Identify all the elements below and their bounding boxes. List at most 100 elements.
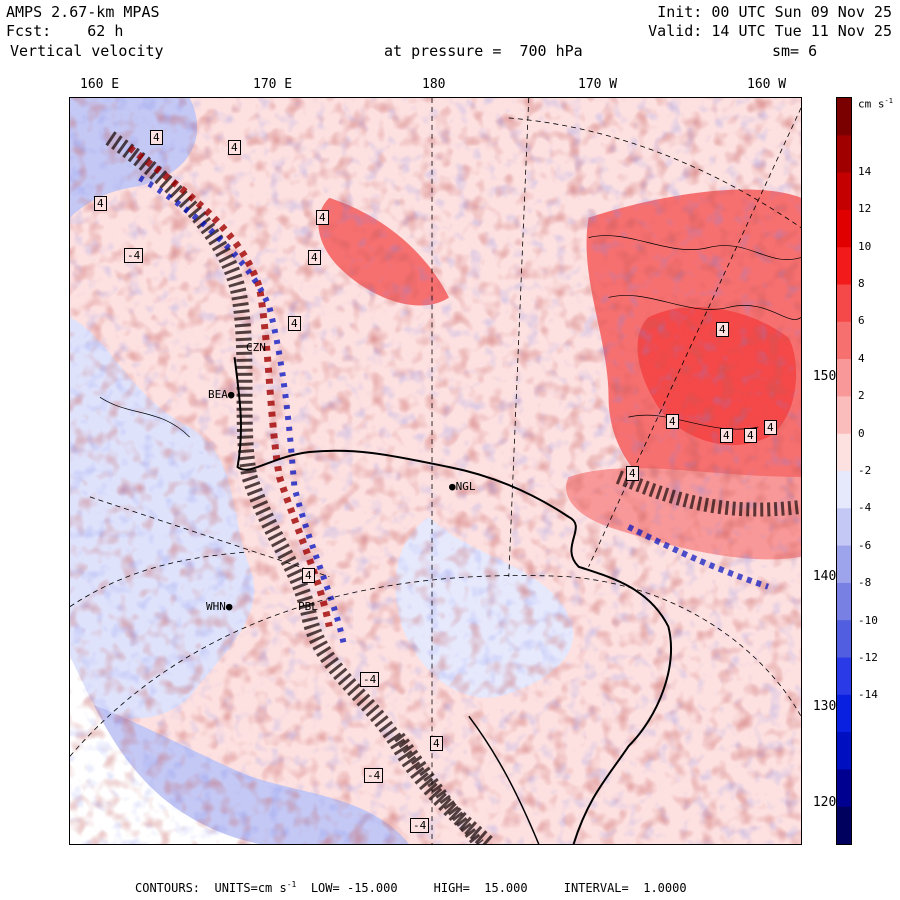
colorbar-swatch — [837, 732, 851, 770]
contour-value-label: 4 — [302, 568, 315, 583]
colorbar-tick-label: -12 — [858, 651, 878, 664]
contour-value-label: 4 — [288, 316, 301, 331]
wave-band-south — [394, 732, 484, 844]
colorbar-swatch — [837, 620, 851, 658]
contour-value-label: 4 — [666, 414, 679, 429]
colorbar-swatch — [837, 769, 851, 808]
contour-value-label: 4 — [308, 250, 321, 265]
contour-info-footer: CONTOURS: UNITS=cm s-1 LOW= -15.000 HIGH… — [135, 880, 687, 895]
parallel-3 — [70, 551, 250, 607]
pressure-level: at pressure = 700 hPa — [384, 43, 583, 60]
colorbar-tick-label: 0 — [858, 426, 865, 440]
footer-units: UNITS=cm s — [214, 881, 287, 895]
contour-value-label: 4 — [316, 210, 329, 225]
colorbar-tick-label: -6 — [858, 538, 872, 552]
lon-label-160w: 160 W — [747, 77, 787, 92]
station-ngl: ●NGL — [449, 480, 476, 493]
contour-4 — [99, 396, 190, 438]
colorbar-swatch — [837, 172, 851, 211]
colorbar-tick-label: -2 — [858, 464, 872, 477]
colorbar-unit: cm s-1 — [858, 97, 893, 111]
wave-band-blue — [138, 175, 348, 648]
colorbar-swatch — [837, 321, 851, 360]
footer-interval-label: INTERVAL= — [563, 881, 629, 895]
meridian-170e — [89, 496, 330, 578]
contour-value-label: 4 — [764, 420, 777, 435]
contour-value-label: -4 — [124, 248, 144, 263]
colorbar-tick-label: 4 — [858, 351, 865, 365]
colorbar-tick-label: 8 — [858, 277, 865, 290]
contour-value-label: 4 — [716, 322, 729, 337]
contour-value-label: 4 — [94, 196, 107, 211]
field-name: Vertical velocity — [10, 42, 164, 60]
mottle-blue — [70, 98, 801, 844]
colorbar-tick-label: 6 — [858, 314, 865, 328]
contour-value-label: -4 — [410, 818, 430, 833]
footer-high-value: 15.000 — [484, 881, 528, 895]
colorbar-swatch — [837, 135, 851, 174]
colorbar-swatch — [837, 359, 851, 397]
forecast-hours: 62 h — [87, 22, 124, 40]
lon-label-170e: 170 E — [253, 77, 293, 92]
meridian-170w — [508, 98, 530, 577]
station-whn-label: WHN — [206, 600, 226, 613]
wave-band-red — [127, 145, 333, 628]
footer-interval-value: 1.0000 — [643, 881, 687, 895]
valid-time: Valid: 14 UTC Tue 11 Nov 25 — [648, 22, 892, 40]
station-whn: WHN● — [206, 600, 233, 613]
colorbar-tick-label: 12 — [858, 202, 872, 216]
colorbar-swatch — [837, 98, 851, 136]
station-czn-label: CZN — [246, 341, 266, 354]
coastline-south — [468, 715, 540, 844]
colorbar-tick-label: 10 — [858, 239, 872, 253]
model-title: AMPS 2.67-km MPAS — [6, 3, 160, 21]
contour-2 — [608, 295, 801, 320]
contour-value-label: -4 — [364, 768, 384, 783]
colorbar-unit-text: cm s — [858, 97, 885, 111]
init-time: Init: 00 UTC Sun 09 Nov 25 — [657, 3, 892, 21]
colorbar-tick-label: 14 — [858, 164, 872, 178]
footer-low-value: -15.000 — [346, 881, 398, 895]
contour-value-label: 4 — [744, 428, 757, 443]
colorbar-tick-label: -8 — [858, 576, 872, 590]
station-ngl-label: NGL — [455, 480, 476, 493]
vertical-velocity-map — [69, 97, 802, 845]
footer-contours: CONTOURS: — [135, 881, 201, 895]
footer-high-label: HIGH= — [433, 881, 470, 895]
colorbar-tick-label: -10 — [858, 613, 878, 627]
lon-label-180: 180 — [422, 77, 446, 92]
colorbar-swatch — [837, 545, 851, 584]
contour-value-label: -4 — [360, 672, 380, 687]
coastline-ross-ice-shelf — [233, 357, 672, 844]
lon-label-160e: 160 E — [80, 77, 120, 92]
contour-1 — [588, 235, 801, 260]
forecast-label: Fcst: 62 h — [6, 23, 123, 40]
station-bea-label: BEA — [208, 388, 228, 401]
pressure-label: at pressure = — [384, 42, 502, 60]
forecast-prefix: Fcst: — [6, 22, 52, 40]
colorbar-tick-label: -4 — [858, 501, 872, 515]
colorbar-swatch — [837, 657, 851, 696]
colorbar-swatch — [837, 471, 851, 509]
contour-value-label: 4 — [626, 466, 639, 481]
footer-units-exp: -1 — [286, 880, 297, 889]
colorbar-swatch — [837, 247, 851, 285]
station-pbl-label: PBL — [298, 600, 318, 613]
station-bea: BEA● — [208, 388, 235, 401]
contour-value-label: 4 — [720, 428, 733, 443]
contour-value-label: 4 — [430, 736, 443, 751]
wave-band-east-blue — [627, 524, 770, 590]
meridian-160w — [588, 107, 801, 567]
pressure-value: 700 hPa — [519, 42, 583, 60]
colorbar-tick-label: 2 — [858, 389, 865, 403]
lon-label-170w: 170 W — [578, 77, 618, 92]
wave-band-transantarctic — [105, 131, 495, 844]
footer-low-label: LOW= — [310, 881, 340, 895]
smoothing-label: sm= 6 — [772, 42, 818, 60]
station-pbl: PBL — [298, 600, 318, 613]
contour-value-label: 4 — [150, 130, 163, 145]
colorbar-swatch — [837, 433, 851, 472]
colorbar-swatch — [837, 508, 851, 547]
colorbar-swatch — [837, 806, 851, 844]
contour-3 — [628, 414, 759, 430]
